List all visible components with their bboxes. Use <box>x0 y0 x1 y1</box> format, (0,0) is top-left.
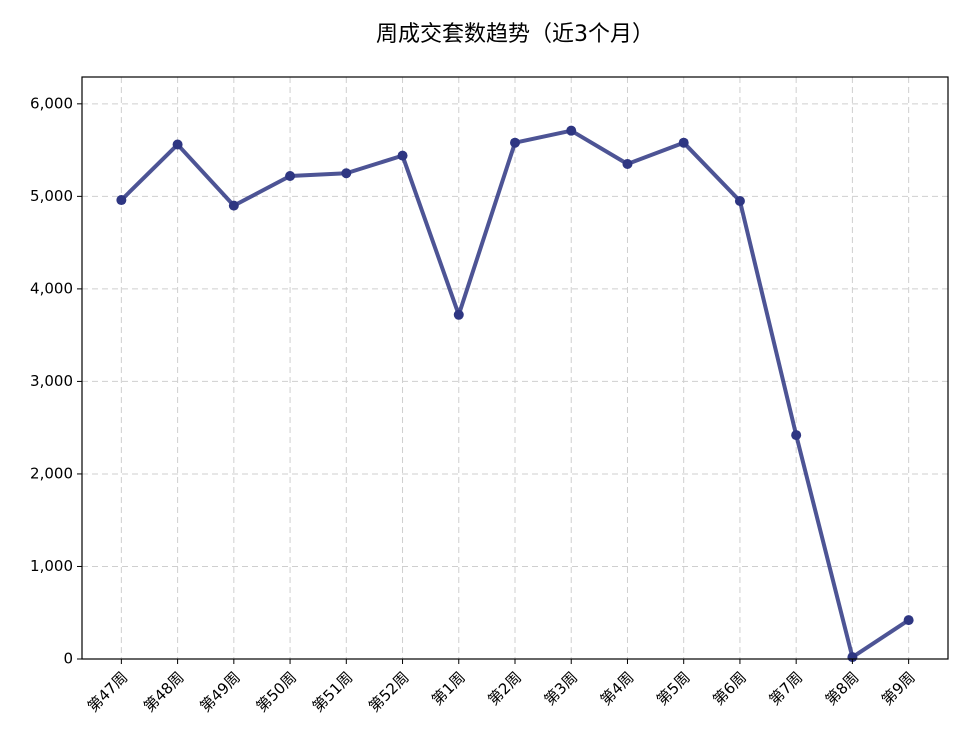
point <box>622 158 633 169</box>
x-tick-label: 第2周 <box>484 668 525 709</box>
point <box>791 430 802 441</box>
labels: 01,0002,0003,0004,0005,0006,000第47周 第48周第… <box>30 94 919 715</box>
point <box>116 195 127 206</box>
x-tick-label: 第49周 <box>196 668 243 715</box>
point <box>903 615 914 626</box>
x-tick-label: 第3周 <box>541 668 582 709</box>
x-tick-label: 第6周 <box>709 668 750 709</box>
y-tick-label: 4,000 <box>30 279 73 297</box>
x-tick-label: 第52周 <box>365 668 412 715</box>
x-tick-label: 第48周 <box>140 668 187 715</box>
point <box>341 168 352 179</box>
point <box>453 309 464 320</box>
y-tick-label: 3,000 <box>30 372 73 390</box>
point <box>172 139 183 150</box>
x-tick-label: 第5周 <box>653 668 694 709</box>
y-tick-label: 6,000 <box>30 94 73 112</box>
grid <box>82 77 948 660</box>
point <box>734 195 745 206</box>
chart-title: 周成交套数趋势（近3个月） <box>376 22 654 47</box>
x-tick-label: 第4周 <box>597 668 638 709</box>
x-tick-label: 第50周 <box>253 668 300 715</box>
point <box>397 150 408 161</box>
point <box>285 171 296 182</box>
point <box>228 200 239 211</box>
point <box>510 137 520 148</box>
marks <box>116 125 914 663</box>
x-tick-label: 第8周 <box>822 668 863 709</box>
y-tick-label: 0 <box>63 650 73 668</box>
y-tick-label: 1,000 <box>30 557 73 575</box>
x-tick-label: 第1周 <box>428 668 469 709</box>
x-tick-label: 第9周 <box>878 668 919 709</box>
y-tick-label: 5,000 <box>30 187 73 205</box>
x-tick-label: 第7周 <box>765 668 806 709</box>
x-tick-label: 第47周 <box>84 668 131 715</box>
point <box>678 137 689 148</box>
point <box>566 125 577 136</box>
y-tick-label: 2,000 <box>30 464 73 482</box>
point <box>847 652 858 663</box>
x-tick-label: 第51周 <box>309 668 356 715</box>
